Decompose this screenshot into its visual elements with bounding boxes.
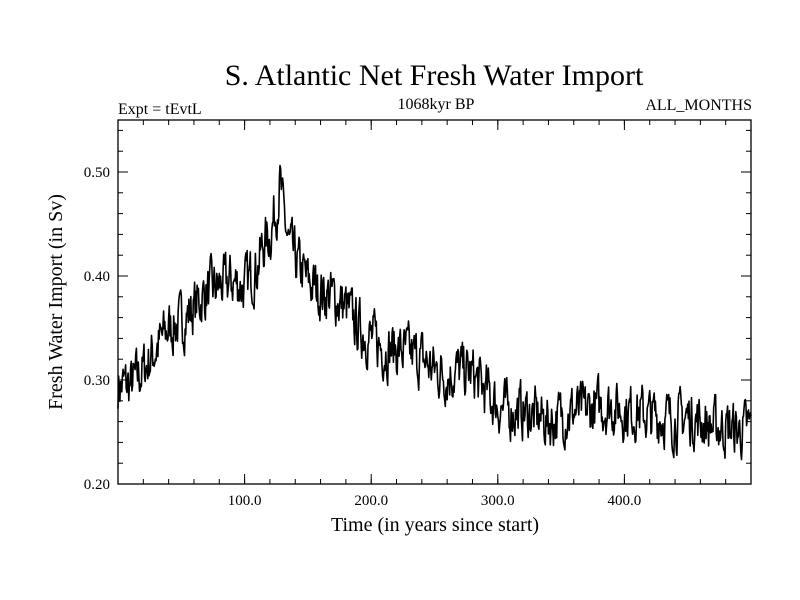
y-tick-label: 0.20	[84, 477, 110, 493]
months-label: ALL_MONTHS	[645, 97, 752, 114]
plot-frame	[117, 119, 752, 485]
period-label: 1068kyr BP	[398, 96, 475, 113]
chart-title: S. Atlantic Net Fresh Water Import	[225, 59, 644, 92]
axis-ticks	[118, 120, 751, 485]
x-tick-label: 300.0	[481, 493, 515, 509]
x-tick-label: 400.0	[608, 493, 642, 509]
axis-tick-labels: 100.0 200.0 300.0 400.0 0.20 0.30 0.40 0.50	[84, 165, 642, 509]
y-tick-label: 0.40	[84, 269, 110, 285]
y-tick-label: 0.30	[84, 373, 110, 389]
experiment-label: Expt = tEvtL	[118, 101, 202, 118]
y-axis-label: Fresh Water Import (in Sv)	[45, 194, 67, 410]
x-tick-label: 200.0	[354, 493, 388, 509]
x-axis-label: Time (in years since start)	[331, 514, 539, 536]
series-line-fresh-water-import	[117, 164, 752, 461]
x-tick-label: 100.0	[228, 493, 262, 509]
y-tick-label: 0.50	[84, 165, 110, 181]
